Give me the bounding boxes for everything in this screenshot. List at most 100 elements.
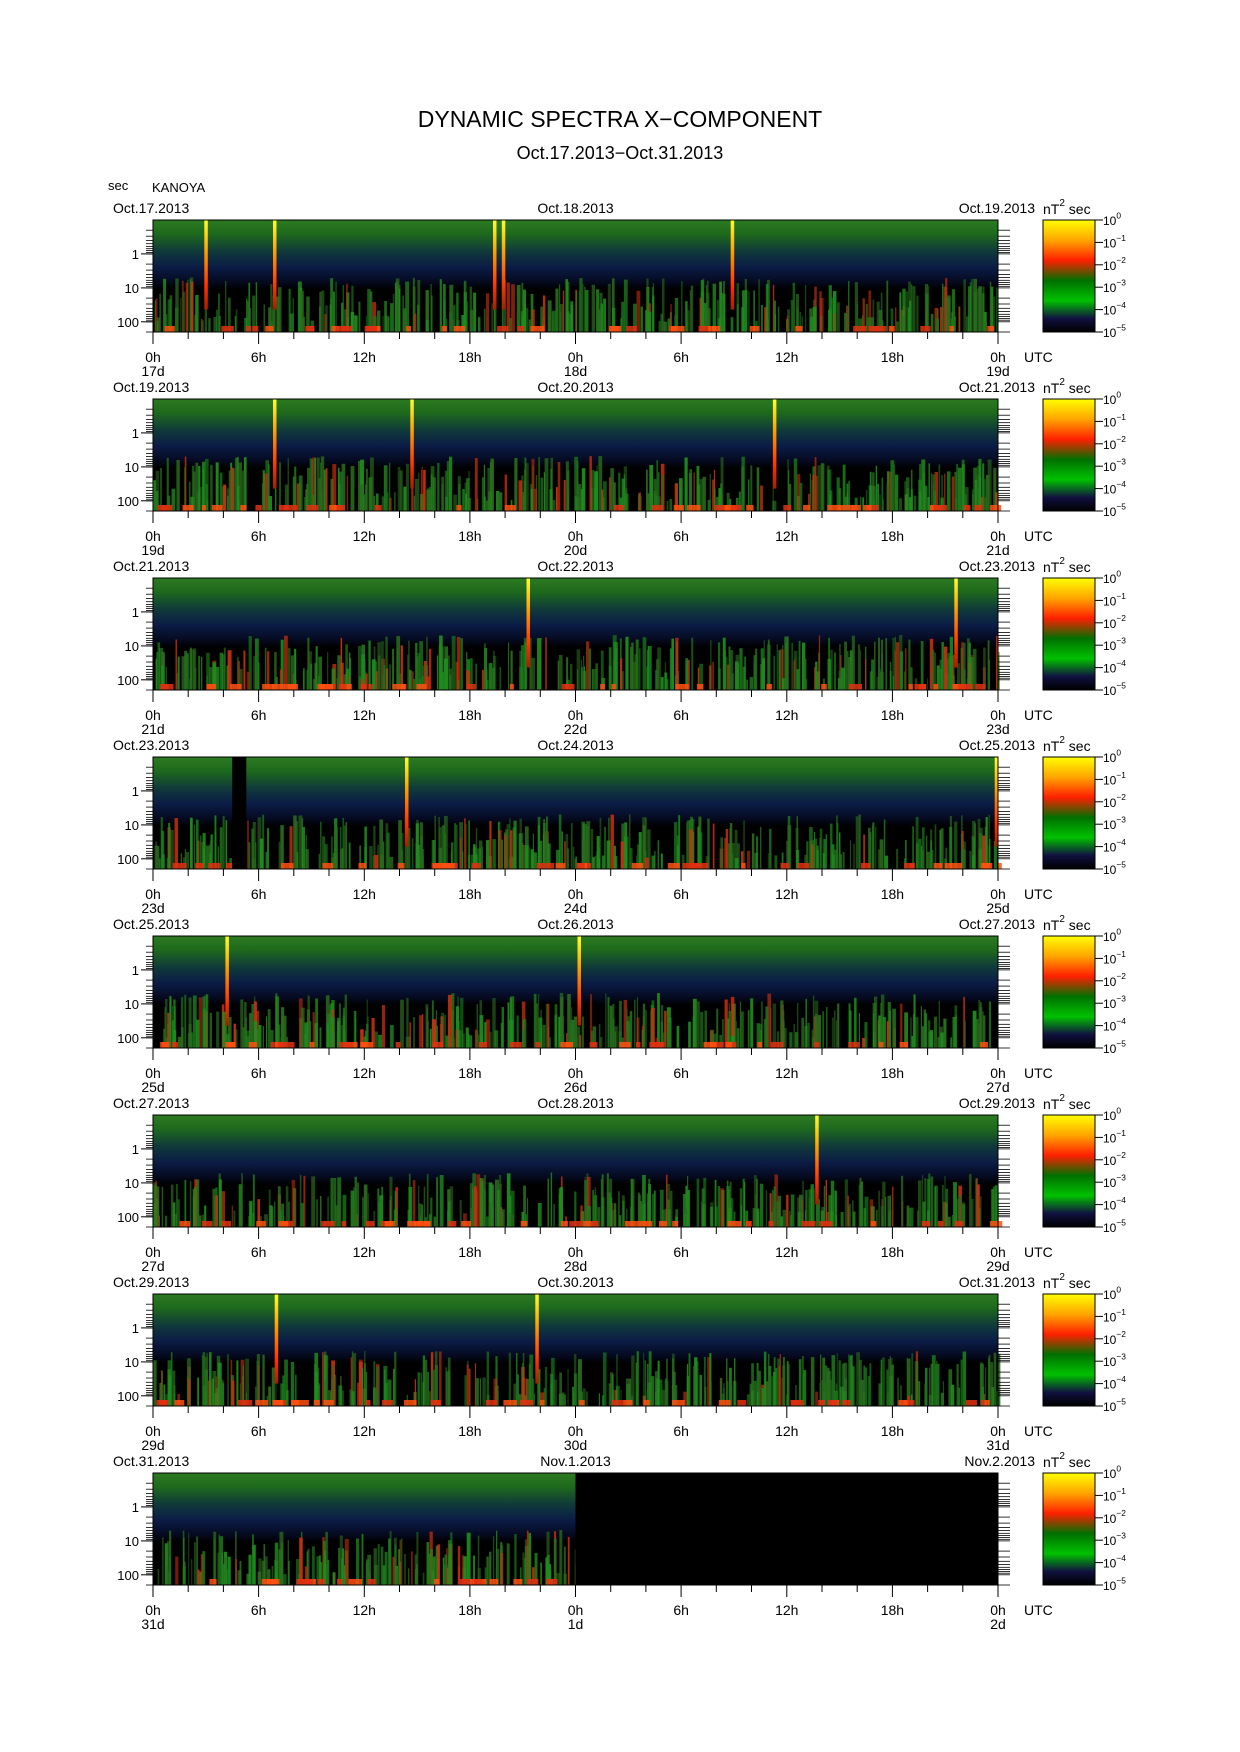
spectral-power-streak bbox=[351, 285, 354, 332]
x-hour-label: 6h bbox=[673, 1423, 689, 1439]
spectral-power-streak bbox=[540, 1400, 545, 1406]
spectral-power-streak bbox=[783, 1028, 787, 1048]
spectral-power-streak bbox=[176, 460, 180, 511]
spectral-power-streak bbox=[825, 834, 828, 869]
spectral-power-streak bbox=[870, 485, 874, 511]
spectral-power-streak bbox=[962, 463, 965, 511]
spectral-power-streak bbox=[693, 472, 695, 511]
spectral-power-streak bbox=[880, 639, 884, 690]
spectral-power-streak bbox=[951, 1214, 954, 1227]
spectral-power-streak bbox=[681, 854, 685, 869]
spectral-power-streak bbox=[848, 1003, 851, 1048]
spectral-power-streak bbox=[871, 659, 875, 690]
spectral-power-streak bbox=[278, 1221, 289, 1227]
colorbar-tick-label: 10−4 bbox=[1103, 658, 1126, 676]
spectral-power-streak bbox=[988, 1001, 991, 1048]
spectral-power-streak bbox=[618, 1191, 620, 1227]
spectral-power-streak bbox=[463, 1033, 465, 1048]
spectral-power-streak bbox=[861, 863, 871, 869]
spectral-power-streak bbox=[384, 1221, 395, 1227]
x-axis-unit: UTC bbox=[1024, 886, 1053, 902]
spectral-power-streak bbox=[869, 1199, 874, 1227]
spectral-power-streak bbox=[299, 998, 303, 1048]
spectral-power-streak bbox=[361, 1368, 364, 1406]
spectral-power-streak bbox=[489, 1031, 492, 1048]
spectral-power-streak bbox=[162, 1537, 164, 1585]
spectral-power-streak bbox=[560, 996, 564, 1048]
spectral-power-streak bbox=[498, 1183, 502, 1227]
spectral-power-streak bbox=[248, 842, 251, 869]
spectral-power-streak bbox=[255, 282, 258, 332]
spectral-power-streak bbox=[910, 284, 913, 332]
spectral-power-streak bbox=[762, 658, 765, 690]
spectral-power-streak bbox=[978, 458, 982, 511]
spectral-power-streak bbox=[610, 814, 614, 869]
x-day-label: 24d bbox=[564, 900, 587, 916]
spectral-power-streak bbox=[881, 477, 884, 511]
spectral-power-streak bbox=[514, 458, 518, 511]
spectral-power-streak bbox=[847, 1195, 849, 1227]
spectral-power-streak bbox=[339, 827, 342, 869]
colorbar-tick-label: 10−2 bbox=[1103, 255, 1126, 273]
spectral-power-streak bbox=[887, 1359, 891, 1406]
spectral-power-streak bbox=[446, 318, 448, 332]
spectral-power-streak bbox=[674, 315, 678, 332]
spectral-power-streak bbox=[296, 483, 300, 511]
spectral-power-streak bbox=[660, 1005, 664, 1048]
spectral-power-streak bbox=[483, 308, 486, 332]
spectral-power-streak bbox=[231, 1205, 233, 1227]
spectral-power-streak bbox=[453, 305, 456, 332]
spectral-power-streak bbox=[937, 1037, 940, 1048]
spectral-power-streak bbox=[396, 636, 401, 690]
spectral-power-streak bbox=[284, 1359, 288, 1406]
spectral-power-streak bbox=[488, 663, 493, 690]
spectral-power-streak bbox=[538, 457, 540, 511]
spectral-power-streak bbox=[475, 663, 478, 690]
spectral-power-streak bbox=[202, 461, 206, 511]
spectral-power-streak bbox=[180, 853, 182, 869]
y-tick-label: 10 bbox=[125, 997, 139, 1012]
spectral-power-streak bbox=[817, 1015, 821, 1048]
spectral-power-streak bbox=[535, 1042, 541, 1048]
colorbar-tick-label: 10−4 bbox=[1103, 1553, 1126, 1571]
spectral-power-streak bbox=[664, 672, 668, 690]
spectrum-panel-5: Oct.25.2013 Oct.26.2013 Oct.27.20131101000… bbox=[113, 914, 1126, 1095]
spectral-power-streak bbox=[521, 282, 524, 332]
spectral-power-streak bbox=[798, 1359, 802, 1406]
spectral-power-streak bbox=[486, 1351, 489, 1406]
spectral-power-streak bbox=[734, 830, 738, 869]
spectral-power-streak bbox=[426, 489, 430, 511]
spectral-power-streak bbox=[661, 1032, 666, 1048]
spectral-power-streak bbox=[867, 505, 879, 511]
spectral-power-streak bbox=[281, 1042, 295, 1048]
spectral-power-streak bbox=[489, 1579, 499, 1585]
spectral-power-streak bbox=[338, 1385, 343, 1406]
spectral-power-streak bbox=[909, 1207, 914, 1227]
spectral-power-streak bbox=[642, 824, 646, 869]
spectral-power-streak bbox=[362, 1197, 364, 1227]
spectral-power-streak bbox=[303, 670, 305, 690]
spectral-power-streak bbox=[513, 1579, 523, 1585]
spectral-power-streak bbox=[466, 478, 470, 511]
spectral-power-streak bbox=[382, 315, 384, 332]
spectral-power-streak bbox=[778, 650, 781, 690]
spectral-power-streak bbox=[646, 1389, 648, 1406]
spectral-power-streak bbox=[451, 635, 456, 690]
spectral-power-streak bbox=[972, 494, 974, 511]
spectral-power-streak bbox=[711, 1042, 724, 1048]
spectral-power-streak bbox=[190, 817, 192, 869]
spectral-power-streak bbox=[177, 1199, 180, 1227]
spectral-power-streak bbox=[387, 492, 389, 511]
spectral-power-streak bbox=[203, 1214, 206, 1227]
spectral-power-streak bbox=[239, 669, 243, 690]
spectral-power-streak bbox=[195, 863, 204, 869]
spectral-power-streak bbox=[364, 1363, 366, 1406]
spectral-power-streak bbox=[709, 474, 711, 511]
spectral-power-streak bbox=[660, 853, 663, 869]
spectral-power-streak bbox=[226, 488, 231, 511]
spectral-power-streak bbox=[271, 684, 286, 690]
spectral-power-streak bbox=[818, 635, 821, 690]
spectral-power-streak bbox=[161, 665, 164, 690]
spectral-power-streak bbox=[278, 505, 289, 511]
spectral-power-streak bbox=[638, 492, 641, 511]
